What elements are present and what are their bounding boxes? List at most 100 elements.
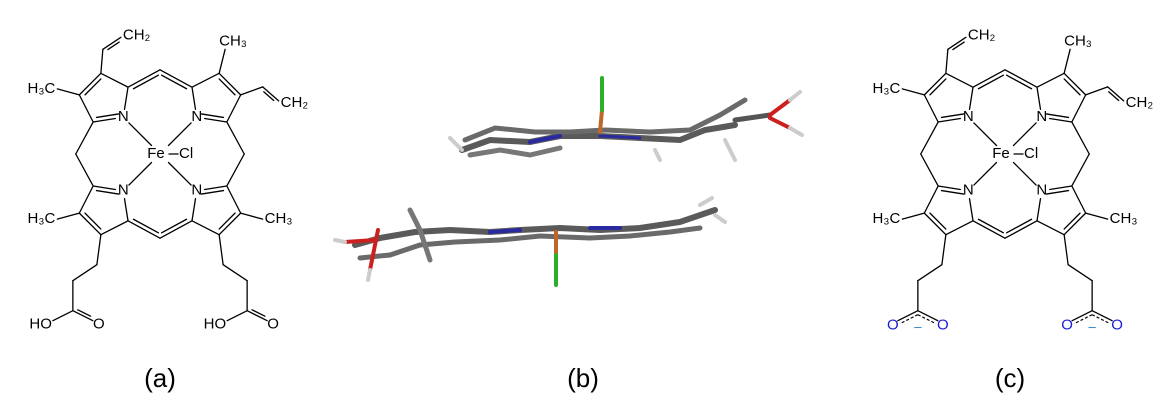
bond: [920, 121, 939, 155]
atom-label: CH₂: [281, 94, 309, 111]
bond: [218, 212, 242, 236]
bond: [917, 264, 943, 282]
atom-label: O: [93, 316, 105, 333]
bond: [901, 88, 925, 96]
bond: [218, 48, 226, 74]
bond: [123, 198, 129, 222]
bond: [218, 78, 236, 96]
atom-label: CH₃: [1064, 32, 1092, 49]
atom-label: H₃C: [873, 80, 901, 97]
atom-label: H₃C: [873, 210, 901, 227]
atom-label: N: [191, 108, 202, 125]
bond: [96, 234, 102, 266]
bond: [1091, 314, 1111, 325]
bond: [218, 212, 236, 230]
atom-label: −: [913, 320, 922, 337]
bond: [100, 48, 104, 74]
bond: [132, 218, 160, 234]
bond: [218, 234, 224, 266]
bond: [945, 48, 949, 74]
bond: [160, 74, 188, 90]
bond: [1071, 121, 1090, 155]
bond: [1063, 72, 1087, 96]
bond: [923, 72, 947, 96]
bond: [1004, 220, 1038, 239]
bond: [947, 36, 967, 50]
bond: [923, 212, 947, 236]
panel-label: (a): [144, 363, 176, 393]
bond: [1045, 113, 1070, 119]
atom-label: HO: [204, 316, 227, 333]
bond: [1036, 72, 1065, 88]
atom-label: H₃C: [28, 80, 56, 97]
bond: [941, 234, 947, 266]
atom-label: CH₃: [265, 210, 293, 227]
panel-label: (b): [567, 363, 599, 393]
bond: [1004, 69, 1038, 88]
bond: [226, 94, 242, 123]
bond: [1045, 189, 1070, 195]
bond: [72, 264, 98, 282]
bond: [240, 212, 264, 220]
bond: [52, 310, 74, 322]
bond: [191, 198, 197, 222]
bond: [102, 36, 122, 50]
atom-label: O: [1111, 317, 1123, 334]
bond: [78, 72, 102, 96]
atom-label: O: [267, 316, 279, 333]
bond: [923, 94, 939, 123]
bond: [917, 314, 937, 325]
bond: [123, 86, 129, 110]
bond: [977, 218, 1005, 234]
atom-label: CH₂: [123, 26, 151, 43]
atom-label: Fe: [992, 145, 1010, 162]
bond: [1005, 218, 1033, 234]
bond: [78, 94, 94, 123]
bond: [1085, 86, 1109, 96]
bond: [1063, 78, 1081, 96]
atom-label: H₃C: [28, 210, 56, 227]
bond: [901, 212, 925, 220]
atom-label: N: [963, 108, 974, 125]
bond: [945, 72, 974, 88]
bond: [1071, 185, 1087, 214]
bond: [56, 212, 80, 220]
bond: [95, 113, 120, 119]
bond: [897, 310, 919, 322]
bond: [940, 113, 965, 119]
bond: [940, 189, 965, 195]
bond: [167, 122, 192, 147]
bond: [1085, 212, 1109, 220]
structure: Fe Cl N N N N H₃C CH₂ CH₃ CH₂ H₃C CH₃ HO O HO O: [28, 26, 309, 332]
bond: [945, 220, 974, 236]
bond: [1049, 185, 1073, 191]
bond: [72, 310, 94, 322]
bond: [973, 122, 998, 147]
bond: [251, 309, 266, 317]
atom-label: Cl: [179, 145, 193, 162]
bond: [977, 74, 1005, 90]
bond: [1071, 94, 1087, 123]
bond: [920, 153, 939, 187]
bond: [100, 220, 129, 236]
bond: [1073, 314, 1093, 325]
atom-label: N: [118, 108, 129, 125]
bond: [167, 161, 192, 186]
atom-label: N: [118, 182, 129, 199]
bond: [95, 189, 120, 195]
bond: [937, 117, 961, 123]
bond: [1063, 48, 1071, 74]
bond: [78, 212, 102, 236]
bond: [968, 198, 974, 222]
atom-label: O: [1061, 317, 1073, 334]
bond: [1071, 310, 1093, 322]
bond: [127, 69, 161, 88]
bond: [972, 69, 1006, 88]
bond: [972, 220, 1006, 239]
atom-label: N: [1036, 182, 1047, 199]
bond: [128, 122, 153, 147]
atom-label: O: [887, 317, 899, 334]
bond: [128, 161, 153, 186]
bond: [929, 212, 947, 230]
bond: [92, 185, 116, 191]
